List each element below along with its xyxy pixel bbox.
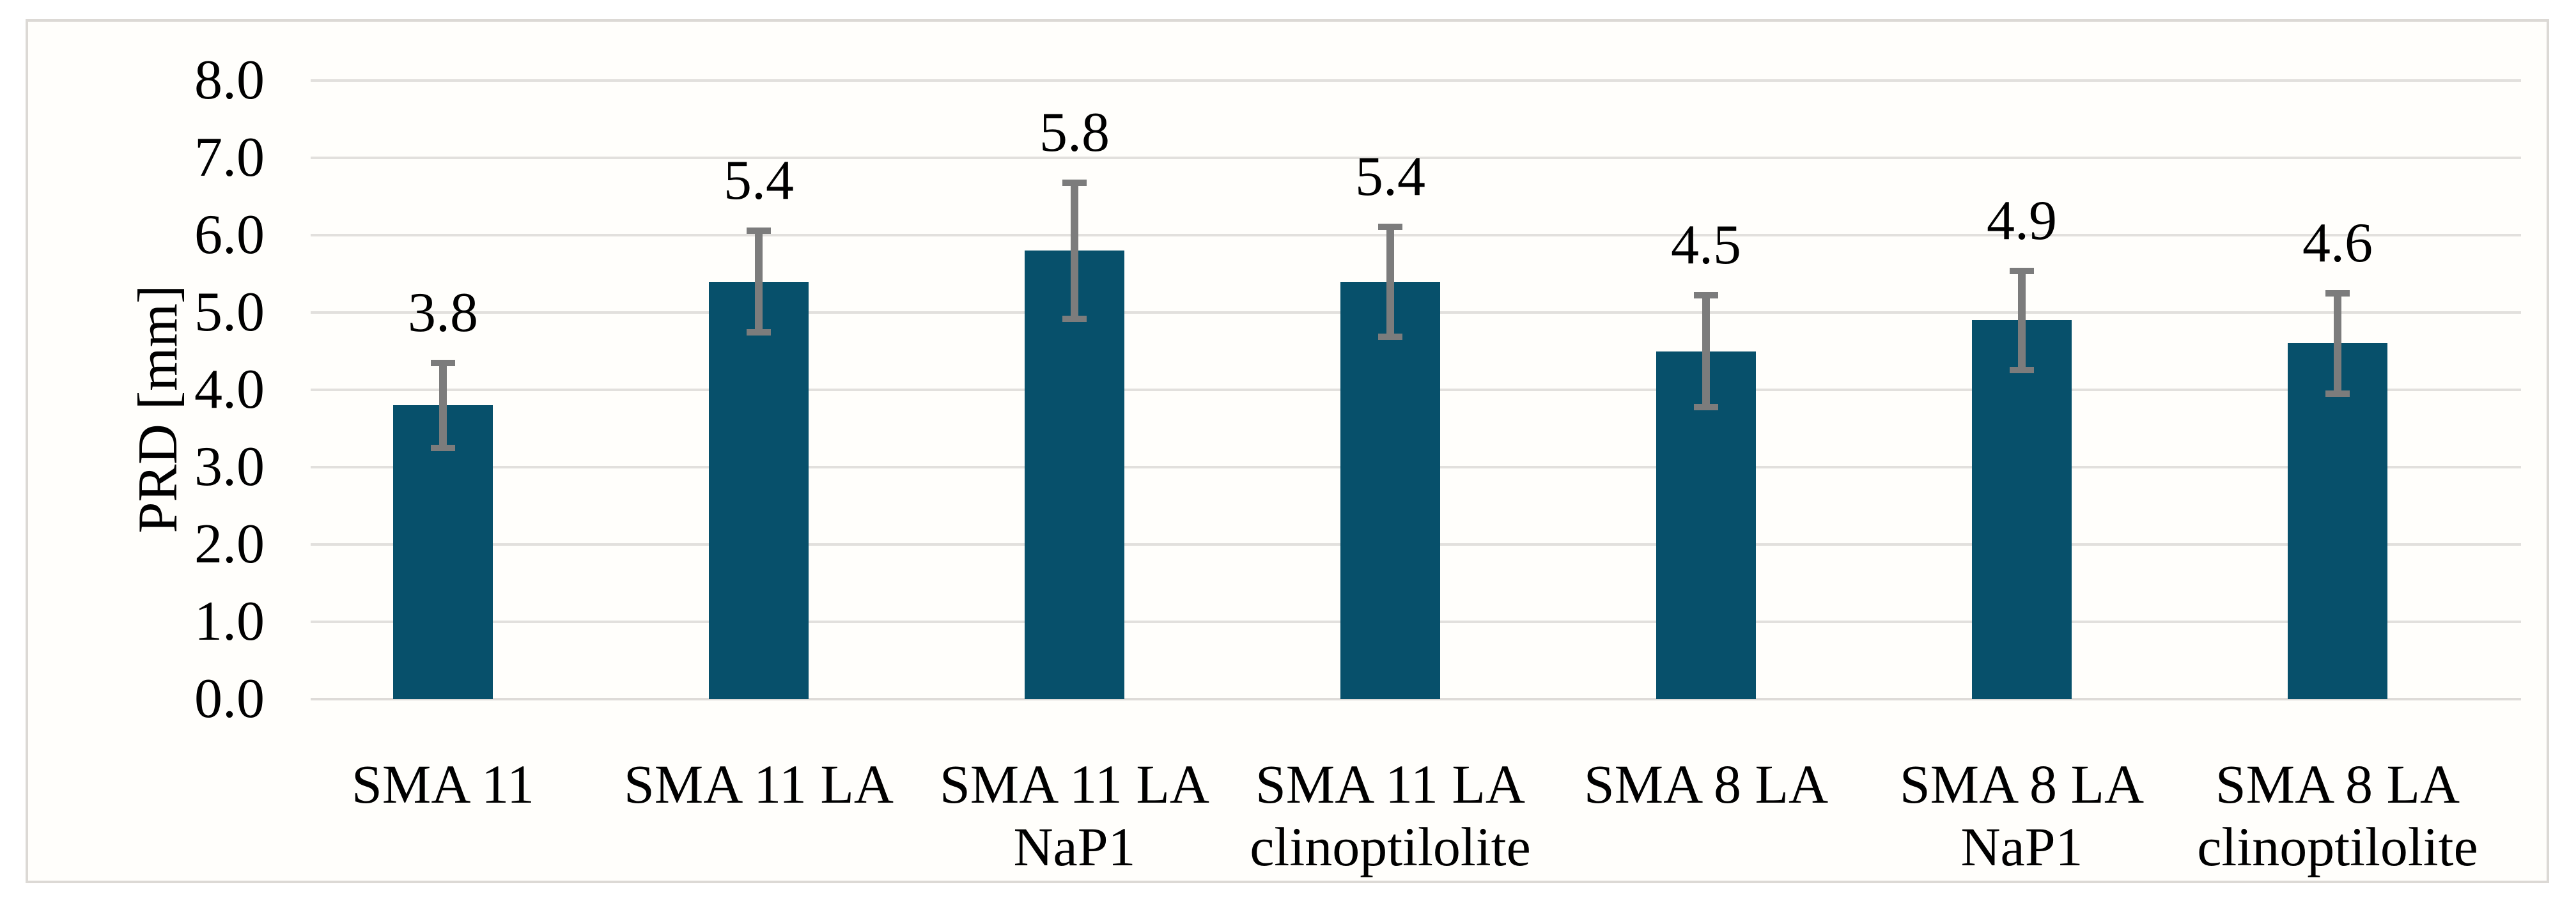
category-label-line: SMA 11 (352, 753, 534, 815)
bar (1025, 251, 1124, 699)
y-axis-tick-label: 1.0 (194, 590, 265, 652)
error-bar-cap-top (2325, 289, 2350, 297)
error-bar-line (755, 230, 763, 333)
error-bar-cap-top (1694, 292, 1718, 299)
category-label-line: NaP1 (1960, 816, 2083, 877)
category-label: SMA 11 LA (601, 753, 917, 815)
error-bar-cap-bottom (431, 444, 455, 451)
chart-panel: 0.0 1.0 2.0 3.0 4.0 5.0 6.0 7.0 8.0 PRD [mm] 3.8… (26, 19, 2549, 883)
x-axis-line (311, 698, 2521, 700)
category-label-line: SMA 11 LA (623, 753, 894, 815)
error-bar-line (2018, 270, 2026, 370)
bar-value-label: 4.5 (1671, 214, 1741, 277)
bar-value-label: 5.8 (1039, 101, 1110, 164)
bar (1340, 281, 1440, 699)
bar (709, 281, 809, 699)
gridline (311, 157, 2521, 159)
error-bar-line (2334, 293, 2341, 394)
bar-value-label: 3.8 (408, 281, 478, 344)
category-label: SMA 11 LA NaP1 (917, 753, 1232, 878)
y-axis-tick-label: 3.0 (194, 436, 265, 498)
error-bar-cap-bottom (747, 329, 771, 336)
error-bar-cap-bottom (1062, 315, 1087, 322)
error-bar-cap-bottom (1378, 333, 1402, 340)
error-bar-cap-top (2010, 267, 2034, 274)
category-label-line: SMA 11 LA (1255, 753, 1526, 815)
error-bar-cap-top (1062, 179, 1087, 186)
category-label: SMA 8 LA NaP1 (1864, 753, 2180, 878)
category-label: SMA 8 LA (1548, 753, 1864, 815)
error-bar-cap-top (747, 227, 771, 234)
bar-value-label: 5.4 (724, 149, 794, 212)
category-label-line: SMA 8 LA (1583, 753, 1829, 815)
category-label-line: clinoptilolite (2197, 816, 2478, 877)
bar-value-label: 5.4 (1355, 145, 1425, 208)
error-bar-line (1702, 295, 1710, 407)
category-label-line: NaP1 (1013, 816, 1136, 877)
gridline (311, 79, 2521, 82)
error-bar-line (1071, 182, 1078, 319)
y-axis-title: PRD [mm] (127, 284, 189, 534)
y-axis-tick-label: 0.0 (194, 668, 265, 730)
category-label: SMA 11 LA clinoptilolite (1232, 753, 1548, 878)
bar (1972, 320, 2072, 699)
category-label: SMA 8 LA clinoptilolite (2180, 753, 2495, 878)
y-axis-tick-label: 8.0 (194, 49, 265, 111)
bar-value-label: 4.9 (1987, 189, 2057, 252)
bar-value-label: 4.6 (2302, 212, 2373, 274)
y-axis-tick-label: 5.0 (194, 281, 265, 343)
y-axis-tick-label: 4.0 (194, 359, 265, 421)
y-axis-tick-label: 6.0 (194, 204, 265, 266)
y-axis-tick-label: 7.0 (194, 127, 265, 189)
error-bar-cap-top (1378, 223, 1402, 230)
y-axis-tick-label: 2.0 (194, 513, 265, 575)
error-bar-cap-bottom (1694, 403, 1718, 410)
category-label-line: SMA 8 LA (2215, 753, 2460, 815)
error-bar-line (439, 362, 447, 448)
category-label-line: clinoptilolite (1250, 816, 1531, 877)
bar (393, 405, 493, 699)
category-label-line: SMA 11 LA (939, 753, 1210, 815)
error-bar-cap-top (431, 359, 455, 366)
error-bar-cap-bottom (2010, 366, 2034, 373)
category-label: SMA 11 (285, 753, 601, 815)
error-bar-line (1386, 226, 1394, 337)
category-label-line: SMA 8 LA (1899, 753, 2145, 815)
gridline (311, 234, 2521, 236)
error-bar-cap-bottom (2325, 390, 2350, 397)
bar (2288, 343, 2387, 699)
